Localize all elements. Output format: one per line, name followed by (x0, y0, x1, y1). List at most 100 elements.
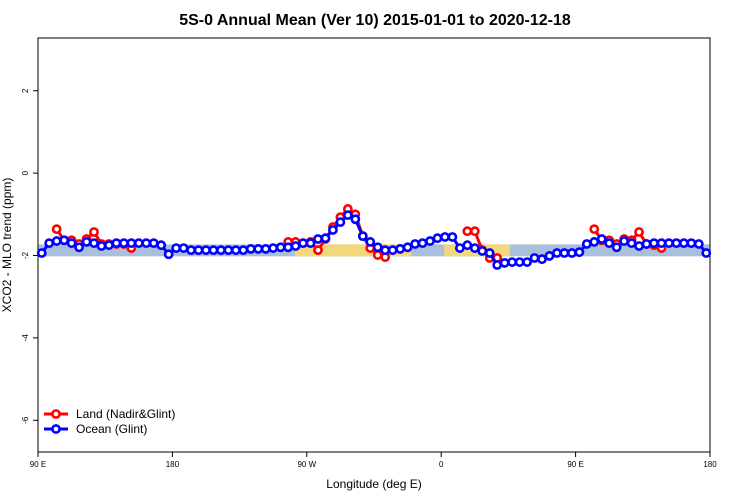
data-point (596, 234, 607, 244)
data-point (223, 245, 234, 256)
data-point (462, 226, 473, 237)
data-point (402, 242, 413, 253)
data-point (305, 238, 316, 249)
data-point (372, 242, 383, 253)
y-tick-label: 2 (21, 88, 30, 93)
data-point (552, 248, 562, 258)
data-point (342, 210, 353, 221)
data-point (544, 251, 555, 261)
data-point (283, 242, 294, 253)
data-point (701, 248, 712, 258)
data-point (671, 238, 682, 249)
data-point (559, 248, 570, 258)
data-point (447, 232, 458, 242)
data-point (529, 253, 540, 263)
data-point (432, 233, 443, 244)
data-point (268, 243, 279, 253)
data-point (156, 240, 167, 251)
band (294, 244, 412, 257)
plot-frame (37, 37, 711, 453)
data-point (126, 238, 137, 249)
data-point (44, 238, 55, 249)
data-point (634, 241, 644, 251)
data-point (141, 238, 152, 249)
data-point (186, 245, 196, 256)
data-point (81, 237, 92, 247)
data-point (178, 243, 189, 253)
x-tick-label: 90 W (297, 460, 316, 469)
data-point (66, 238, 77, 249)
data-point (238, 245, 249, 256)
legend-label: Ocean (Glint) (76, 422, 147, 436)
y-tick-label: -2 (21, 251, 30, 259)
y-tick-label: 0 (21, 170, 30, 175)
data-point (641, 239, 652, 249)
legend-marker (51, 424, 61, 434)
data-point (686, 238, 697, 249)
data-point (118, 238, 129, 249)
data-point (678, 238, 689, 249)
data-point (357, 231, 368, 242)
data-point (626, 238, 637, 249)
data-point (499, 258, 510, 268)
data-point (171, 243, 182, 253)
data-point (649, 238, 659, 249)
data-point (313, 245, 323, 256)
data-point (619, 236, 630, 246)
data-point (410, 239, 420, 249)
data-point (477, 246, 488, 256)
x-axis-label: Longitude (deg E) (326, 477, 421, 491)
x-tick-label: 90 E (567, 460, 583, 469)
data-point (507, 257, 518, 267)
data-point (589, 237, 600, 247)
y-axis-label: XCO2 - MLO trend (ppm) (0, 178, 14, 313)
data-point (514, 257, 525, 267)
data-point (484, 248, 495, 258)
data-point (193, 245, 204, 256)
x-tick-label: 0 (439, 460, 444, 469)
data-point (581, 239, 592, 249)
data-point (96, 241, 107, 251)
data-point (320, 233, 331, 244)
data-point (89, 238, 99, 249)
data-point (372, 250, 383, 260)
data-point (566, 248, 577, 258)
data-point (111, 238, 122, 249)
data-point (290, 241, 301, 251)
data-point (387, 245, 398, 256)
data-point (589, 224, 600, 235)
data-point (260, 244, 271, 254)
x-tick-label: 180 (166, 460, 180, 469)
data-point (51, 224, 62, 235)
data-point (469, 226, 480, 237)
data-point (454, 243, 465, 253)
data-point (417, 238, 428, 249)
data-point (656, 238, 667, 249)
data-point (216, 245, 226, 256)
y-tick-label: -6 (21, 416, 30, 424)
data-point (74, 242, 84, 253)
data-point (395, 244, 406, 254)
data-point (611, 242, 622, 253)
data-point (574, 247, 585, 258)
data-point (604, 238, 615, 249)
data-point (425, 236, 435, 246)
data-point (104, 240, 114, 251)
data-point (275, 242, 286, 253)
data-point (148, 238, 159, 249)
data-point (133, 238, 144, 249)
data-point (537, 254, 547, 265)
data-point (253, 244, 264, 254)
data-point (469, 243, 480, 253)
x-tick-label: 180 (703, 460, 717, 469)
data-point (313, 234, 323, 244)
data-point (440, 232, 450, 242)
data-point (380, 245, 391, 256)
data-point (492, 260, 503, 270)
data-point (462, 240, 473, 251)
data-point (51, 236, 62, 246)
data-point (328, 225, 338, 235)
chart-title: 5S-0 Annual Mean (Ver 10) 2015-01-01 to … (179, 12, 571, 29)
